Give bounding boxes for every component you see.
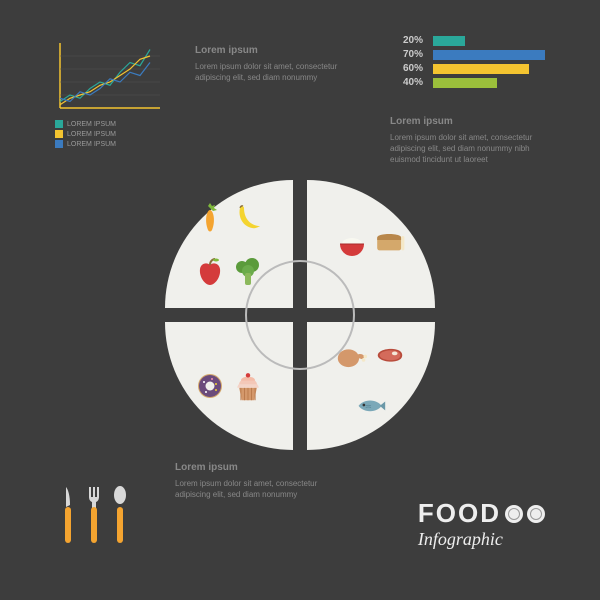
bread-icon	[374, 228, 406, 260]
banana-icon	[232, 202, 264, 234]
logo-title: FOOD	[418, 498, 545, 529]
plate-icon	[527, 505, 545, 523]
fish-icon	[355, 397, 387, 429]
logo: FOOD Infographic	[418, 498, 545, 550]
logo-subtitle: Infographic	[418, 529, 545, 550]
text-block-header: Lorem ipsum	[390, 115, 545, 129]
cutlery-group	[60, 485, 128, 550]
donut-icon	[194, 370, 226, 402]
fork-icon	[86, 485, 102, 550]
line-chart	[55, 38, 165, 113]
text-block-1: Lorem ipsum Lorem ipsum dolor sit amet, …	[195, 44, 350, 83]
text-block-3: Lorem ipsum Lorem ipsum dolor sit amet, …	[175, 461, 330, 500]
cupcake-icon	[232, 370, 264, 402]
steak-icon	[374, 344, 406, 376]
spoon-icon	[112, 485, 128, 550]
bar-chart: 20%70%60%40%	[403, 35, 545, 91]
apple-icon	[194, 255, 226, 287]
text-block-header: Lorem ipsum	[195, 44, 350, 58]
carrot-icon	[194, 202, 226, 234]
plate-inner-ring	[245, 260, 355, 370]
food-plate	[165, 180, 435, 450]
text-block-header: Lorem ipsum	[175, 461, 330, 475]
logo-text-1: FOOD	[418, 498, 501, 529]
rice-bowl-icon	[336, 228, 368, 260]
line-chart-legend: LOREM IPSUMLOREM IPSUMLOREM IPSUM	[55, 120, 116, 150]
text-block-body: Lorem ipsum dolor sit amet, consectetur …	[195, 61, 350, 83]
text-block-body: Lorem ipsum dolor sit amet, consectetur …	[390, 132, 545, 166]
knife-icon	[60, 485, 76, 550]
plate-icon	[505, 505, 523, 523]
text-block-2: Lorem ipsum Lorem ipsum dolor sit amet, …	[390, 115, 545, 166]
text-block-body: Lorem ipsum dolor sit amet, consectetur …	[175, 478, 330, 500]
